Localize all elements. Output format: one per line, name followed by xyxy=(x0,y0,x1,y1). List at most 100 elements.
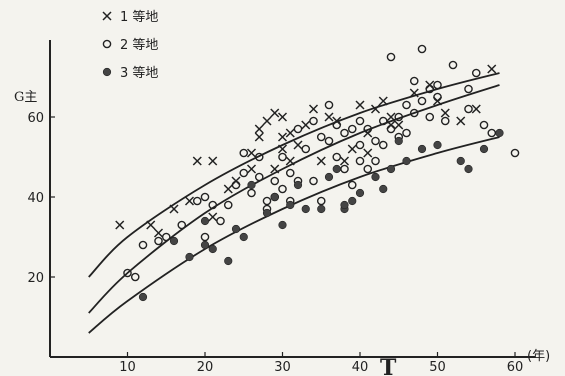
point-series-3 xyxy=(495,128,504,138)
point-series-2 xyxy=(433,80,442,90)
point-series-2 xyxy=(394,112,404,122)
point-series-2 xyxy=(285,168,295,178)
point-series-1 xyxy=(277,112,288,122)
point-series-2 xyxy=(239,168,249,178)
x-tick-label: 20 xyxy=(197,360,214,375)
point-series-1 xyxy=(440,108,450,118)
point-series-2 xyxy=(161,232,171,242)
point-series-1 xyxy=(487,64,497,74)
legend-marker-3 xyxy=(102,67,112,77)
point-series-2 xyxy=(216,216,225,226)
legend-label-2: 2 等地 xyxy=(120,37,158,53)
x-axis-unit: (年) xyxy=(527,349,550,364)
point-series-1 xyxy=(386,112,396,122)
point-series-3 xyxy=(433,140,442,150)
point-series-2 xyxy=(231,180,241,190)
point-series-2 xyxy=(471,68,481,78)
point-series-1 xyxy=(254,124,264,134)
x-tick-label: 40 xyxy=(352,360,369,375)
y-axis-title: G主 xyxy=(14,90,37,105)
point-series-1 xyxy=(277,144,288,154)
legend-label-1: 1 等地 xyxy=(120,9,158,25)
point-series-2 xyxy=(200,232,210,242)
point-series-3 xyxy=(371,172,380,182)
x-tick-label: 50 xyxy=(429,360,446,375)
point-series-2 xyxy=(409,108,419,118)
point-series-3 xyxy=(293,180,303,190)
point-series-2 xyxy=(247,188,256,198)
point-series-2 xyxy=(301,144,311,154)
point-series-1 xyxy=(347,144,357,154)
point-series-1 xyxy=(169,204,179,214)
point-series-3 xyxy=(247,180,256,190)
point-series-2 xyxy=(316,196,326,206)
point-series-3 xyxy=(262,208,272,218)
data-points xyxy=(115,44,520,302)
point-series-1 xyxy=(270,164,280,174)
point-series-1 xyxy=(262,116,272,126)
point-series-2 xyxy=(378,140,388,150)
point-series-2 xyxy=(340,128,349,138)
point-series-1 xyxy=(208,212,218,222)
point-series-1 xyxy=(378,96,388,106)
point-series-1 xyxy=(254,132,264,142)
point-series-2 xyxy=(293,124,303,134)
point-series-1 xyxy=(246,164,257,174)
point-series-3 xyxy=(270,192,279,202)
point-series-2 xyxy=(347,180,357,190)
point-series-1 xyxy=(246,148,257,158)
point-series-1 xyxy=(301,120,311,130)
point-series-2 xyxy=(417,96,427,106)
point-series-2 xyxy=(402,100,411,110)
point-series-3 xyxy=(208,244,217,254)
point-series-3 xyxy=(479,144,489,154)
point-series-2 xyxy=(154,236,163,246)
point-series-2 xyxy=(448,60,458,70)
legend-marker-2 xyxy=(102,39,112,49)
point-series-1 xyxy=(184,196,195,206)
point-series-2 xyxy=(409,76,419,86)
point-series-3 xyxy=(417,144,427,154)
point-series-2 xyxy=(355,140,365,150)
point-series-2 xyxy=(254,152,264,162)
point-series-2 xyxy=(355,156,365,166)
fitted-curves xyxy=(88,72,500,334)
point-series-2 xyxy=(440,116,450,126)
y-tick-label: 60 xyxy=(27,111,44,126)
point-series-2 xyxy=(371,156,380,166)
point-series-1 xyxy=(308,104,319,114)
point-series-3 xyxy=(332,164,341,174)
point-series-2 xyxy=(464,104,473,114)
point-series-1 xyxy=(223,184,233,194)
point-series-2 xyxy=(192,196,202,206)
x-tick-label: 60 xyxy=(507,360,524,375)
point-series-1 xyxy=(394,120,404,130)
point-series-3 xyxy=(402,156,411,166)
point-series-1 xyxy=(370,104,381,114)
point-series-2 xyxy=(130,272,140,282)
point-series-2 xyxy=(378,116,388,126)
point-series-2 xyxy=(309,176,318,186)
point-series-2 xyxy=(425,112,435,122)
point-series-2 xyxy=(177,220,187,230)
point-series-1 xyxy=(192,156,202,166)
point-series-3 xyxy=(200,240,210,250)
point-series-2 xyxy=(332,120,342,130)
point-series-1 xyxy=(456,116,466,126)
point-series-1 xyxy=(208,156,218,166)
point-series-2 xyxy=(208,200,218,210)
point-series-1 xyxy=(339,156,350,166)
point-series-2 xyxy=(386,52,396,62)
point-series-3 xyxy=(239,232,248,242)
point-series-2 xyxy=(309,116,318,126)
point-series-2 xyxy=(487,128,497,138)
fitted-curve-2 xyxy=(88,84,500,314)
point-series-1 xyxy=(324,112,334,122)
x-axis-title: T xyxy=(380,355,397,376)
point-series-1 xyxy=(355,100,365,110)
point-series-2 xyxy=(138,240,148,250)
point-series-3 xyxy=(456,156,465,166)
point-series-3 xyxy=(301,204,310,214)
point-series-1 xyxy=(409,88,419,98)
point-series-3 xyxy=(348,196,357,206)
